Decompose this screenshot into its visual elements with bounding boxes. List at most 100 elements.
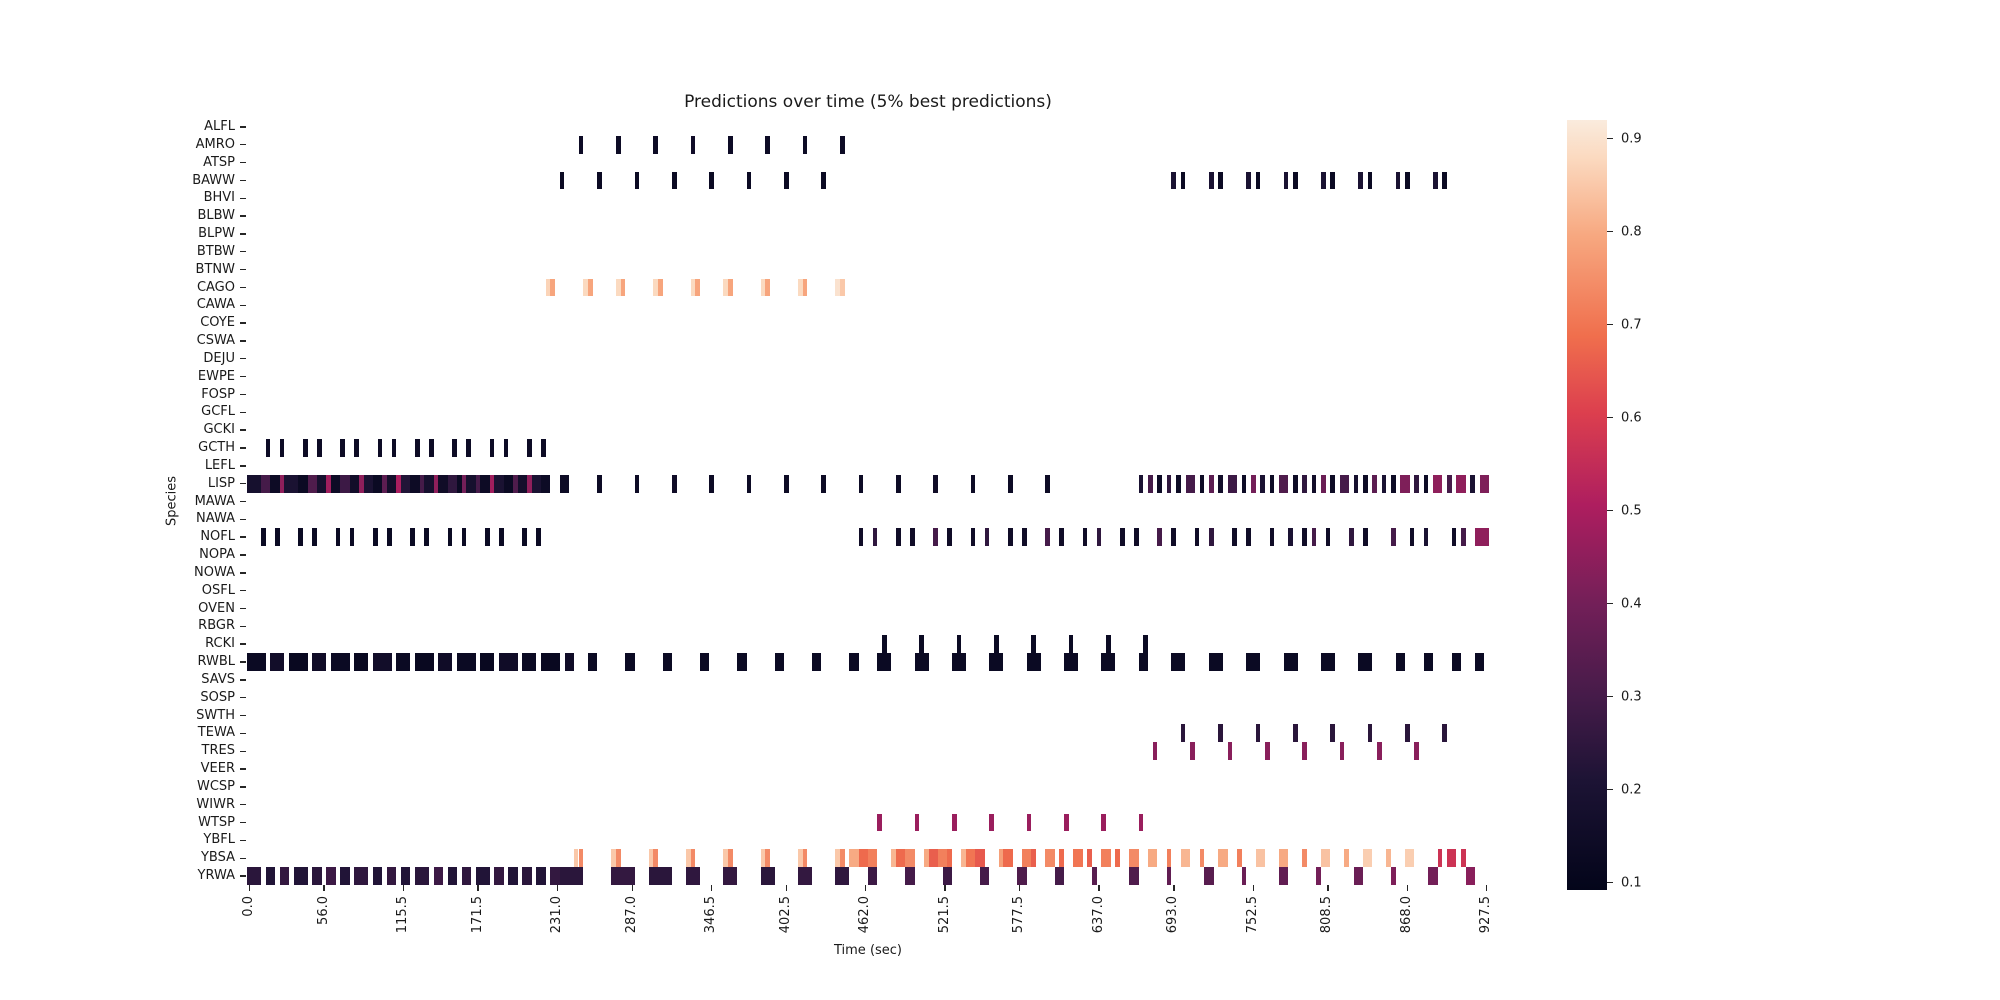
heatmap-cell xyxy=(835,867,850,885)
y-tick-mark xyxy=(240,322,246,324)
colorbar-tick-mark xyxy=(1607,602,1613,605)
heatmap-cell xyxy=(466,474,476,493)
heatmap-cell xyxy=(284,474,299,493)
heatmap-cell xyxy=(625,653,635,671)
heatmap-cell xyxy=(396,474,402,493)
heatmap-cell xyxy=(868,867,878,885)
species-tick-label: SAVS xyxy=(201,671,235,687)
heatmap-cell xyxy=(247,653,266,671)
heatmap-cell xyxy=(811,653,822,671)
heatmap-cell xyxy=(424,474,434,493)
heatmap-cell xyxy=(499,528,504,547)
heatmap-cell xyxy=(1157,474,1163,493)
heatmap-cell xyxy=(924,849,929,868)
heatmap-cell xyxy=(410,528,416,547)
heatmap-cell xyxy=(765,135,770,154)
x-tick-mark xyxy=(1327,885,1329,891)
heatmap-cell xyxy=(1325,528,1331,547)
heatmap-cell xyxy=(1208,653,1223,671)
heatmap-cell xyxy=(578,849,584,868)
heatmap-cell xyxy=(452,439,458,457)
heatmap-cell xyxy=(1096,528,1102,547)
heatmap-cell xyxy=(1246,528,1251,547)
heatmap-cell xyxy=(1269,474,1275,493)
heatmap-cell xyxy=(648,867,672,885)
species-tick-label: GCFL xyxy=(201,404,235,420)
heatmap-cell xyxy=(303,439,308,457)
heatmap-cell xyxy=(508,867,518,885)
heatmap-cell xyxy=(559,171,565,190)
heatmap-cell xyxy=(783,171,789,190)
species-tick-label: LISP xyxy=(207,475,235,491)
heatmap-cell xyxy=(1073,849,1083,868)
heatmap-cell xyxy=(868,849,878,868)
heatmap-cell xyxy=(559,474,570,493)
heatmap-cell xyxy=(317,439,322,457)
x-tick-mark xyxy=(1019,885,1021,891)
heatmap-cell xyxy=(279,474,285,493)
heatmap-cell xyxy=(536,528,542,547)
heatmap-cell xyxy=(494,867,504,885)
heatmap-cell xyxy=(1362,849,1373,868)
heatmap-cell xyxy=(270,474,280,493)
heatmap-cell xyxy=(1176,474,1181,493)
heatmap-cell xyxy=(620,278,626,297)
y-tick-mark xyxy=(240,447,246,449)
heatmap-cell xyxy=(797,867,812,885)
heatmap-cell xyxy=(559,867,584,885)
y-tick-mark xyxy=(240,340,246,342)
species-tick-label: TEWA xyxy=(197,725,235,741)
heatmap-cell xyxy=(849,849,859,868)
heatmap-cell xyxy=(727,135,733,154)
y-tick-mark xyxy=(240,839,246,842)
heatmap-cell xyxy=(1208,528,1214,547)
species-tick-label: NOWA xyxy=(194,564,235,580)
heatmap-cell xyxy=(377,439,383,457)
heatmap-cell xyxy=(942,867,953,885)
x-tick-mark xyxy=(323,885,325,891)
heatmap-cell xyxy=(615,135,621,154)
heatmap-cell xyxy=(1474,528,1489,547)
heatmap-cell xyxy=(1068,635,1074,654)
heatmap-cell xyxy=(373,474,383,493)
heatmap-cell xyxy=(289,653,308,671)
heatmap-cell xyxy=(1171,653,1186,671)
species-tick-label: RCKI xyxy=(205,636,235,652)
y-tick-mark xyxy=(240,732,246,735)
heatmap-cell xyxy=(494,474,504,493)
y-tick-mark xyxy=(240,197,246,199)
heatmap-cell xyxy=(821,171,826,190)
colorbar-tick-mark xyxy=(1607,323,1613,326)
heatmap-cell xyxy=(975,849,985,868)
colorbar-tick-mark xyxy=(1607,881,1613,884)
time-tick-label: 577.5 xyxy=(1011,896,1027,934)
heatmap-cell xyxy=(1246,171,1251,190)
heatmap-cell xyxy=(541,653,560,671)
heatmap-cell xyxy=(1208,474,1214,493)
heatmap-cell xyxy=(723,849,728,868)
heatmap-cell xyxy=(433,867,444,885)
heatmap-cell xyxy=(947,849,953,868)
heatmap-cell xyxy=(480,474,490,493)
heatmap-cell xyxy=(1218,849,1228,868)
y-tick-mark xyxy=(240,161,246,164)
colorbar-tick-mark xyxy=(1607,788,1613,791)
heatmap-cell xyxy=(340,439,346,457)
heatmap-cell xyxy=(984,528,990,547)
heatmap-cell xyxy=(1432,171,1438,190)
heatmap-cell xyxy=(1138,813,1144,832)
time-tick-label: 927.5 xyxy=(1478,896,1494,934)
heatmap-cell xyxy=(1428,867,1438,885)
heatmap-cell xyxy=(1395,171,1401,190)
species-tick-label: BTNW xyxy=(195,261,235,277)
heatmap-cell xyxy=(1316,867,1321,885)
heatmap-cell xyxy=(980,867,990,885)
y-tick-mark xyxy=(240,144,246,146)
y-tick-mark xyxy=(240,661,246,663)
heatmap-cell xyxy=(1381,474,1387,493)
time-tick-label: 868.0 xyxy=(1398,896,1414,934)
heatmap-cell xyxy=(363,474,374,493)
heatmap-cell xyxy=(1320,171,1326,190)
colorbar-tick-label: 0.2 xyxy=(1621,782,1642,798)
heatmap-cell xyxy=(1414,474,1419,493)
